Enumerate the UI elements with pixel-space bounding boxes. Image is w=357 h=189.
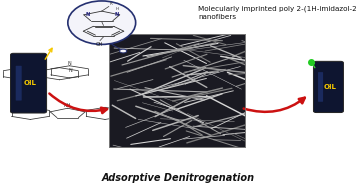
Text: OIL: OIL xyxy=(323,84,336,90)
Text: Adsorptive Denitrogenation: Adsorptive Denitrogenation xyxy=(102,173,255,183)
Text: OIL: OIL xyxy=(24,80,36,86)
Text: N: N xyxy=(68,61,71,66)
FancyBboxPatch shape xyxy=(109,34,245,147)
Text: N: N xyxy=(114,12,118,17)
FancyBboxPatch shape xyxy=(313,61,343,112)
FancyBboxPatch shape xyxy=(16,66,22,101)
Text: OH: OH xyxy=(95,42,103,46)
FancyBboxPatch shape xyxy=(11,53,46,113)
Text: H: H xyxy=(116,7,119,11)
Text: N: N xyxy=(69,68,72,73)
Text: N: N xyxy=(86,12,90,17)
Text: Molecularly imprinted poly 2-(1H-imidazol-2-yl)-4-phenol
nanofibers: Molecularly imprinted poly 2-(1H-imidazo… xyxy=(198,6,357,20)
Ellipse shape xyxy=(68,1,136,44)
FancyArrowPatch shape xyxy=(49,94,107,113)
FancyBboxPatch shape xyxy=(318,72,323,102)
FancyArrowPatch shape xyxy=(243,98,305,112)
Circle shape xyxy=(120,49,127,53)
Text: R: R xyxy=(110,2,112,6)
Text: NH: NH xyxy=(64,103,71,108)
